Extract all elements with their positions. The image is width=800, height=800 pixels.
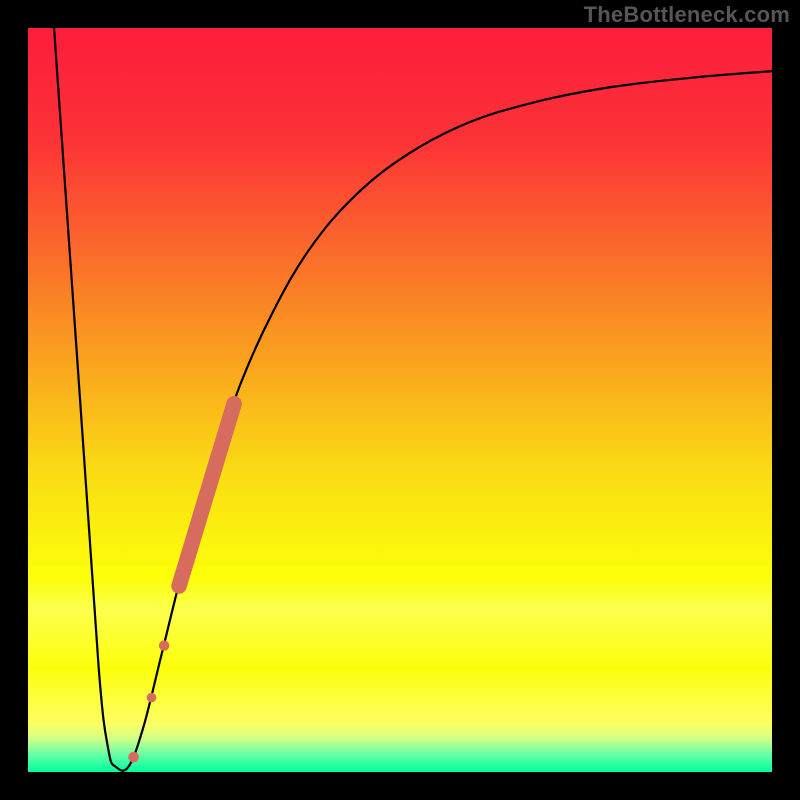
curve-markers <box>128 404 234 763</box>
watermark-text: TheBottleneck.com <box>584 2 790 28</box>
marker-dot <box>128 752 139 763</box>
marker-dot <box>147 693 157 703</box>
marker-dot <box>159 640 169 650</box>
chart-container: TheBottleneck.com <box>0 0 800 800</box>
marker-pill <box>179 404 234 586</box>
bottleneck-curve <box>54 28 772 771</box>
curve-layer <box>0 0 800 800</box>
